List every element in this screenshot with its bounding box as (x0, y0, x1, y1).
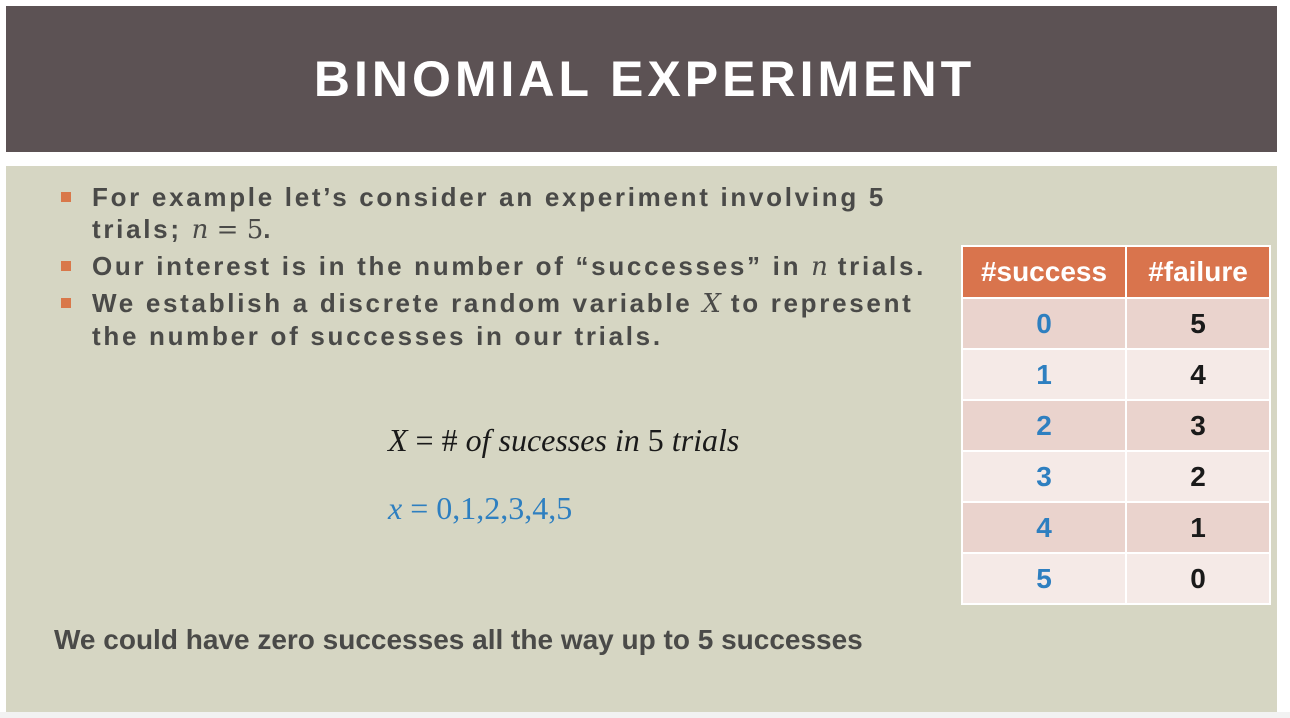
success-cell: 1 (961, 348, 1127, 401)
square-bullet-icon (61, 261, 71, 271)
table-row: 0 5 (961, 297, 1271, 350)
square-bullet-icon (61, 298, 71, 308)
bullet-2-text-end: trials. (827, 251, 927, 281)
success-cell: 2 (961, 399, 1127, 452)
success-cell: 5 (961, 552, 1127, 605)
column-header-success: #success (961, 245, 1127, 299)
random-variable-equation: X = # of sucesses in 5 trials (388, 422, 739, 459)
bullet-3-text: We establish a discrete random variable (92, 288, 703, 318)
equation-equals: = # (407, 422, 466, 458)
failure-cell: 2 (1125, 450, 1271, 503)
bullet-3-text-end: to represent the number of successes in … (92, 288, 914, 351)
success-cell: 3 (961, 450, 1127, 503)
title-bar: BINOMIAL EXPERIMENT (6, 6, 1277, 152)
equation-middle: sucesses in (490, 422, 648, 458)
failure-cell: 1 (1125, 501, 1271, 554)
table-header-row: #success #failure (961, 245, 1271, 299)
slide-title: BINOMIAL EXPERIMENT (313, 51, 976, 107)
values-list: = 0,1,2,3,4,5 (402, 490, 573, 526)
equation-of: of (465, 422, 491, 458)
bullet-1-math-rest: = 5 (208, 215, 264, 245)
bullet-1-text-end: . (263, 214, 274, 244)
equation-variable: X (388, 422, 408, 458)
success-cell: 0 (961, 297, 1127, 350)
bullet-1-text: For example let’s consider an experiment… (92, 182, 886, 244)
success-cell: 4 (961, 501, 1127, 554)
bottom-edge (0, 712, 1290, 718)
square-bullet-icon (61, 192, 71, 202)
values-equation: x = 0,1,2,3,4,5 (388, 490, 572, 527)
success-failure-table: #success #failure 0 5 1 4 2 3 3 2 4 (961, 245, 1271, 605)
table-row: 3 2 (961, 450, 1271, 503)
failure-cell: 0 (1125, 552, 1271, 605)
bullet-item-2: Our interest is in the number of “succes… (55, 250, 935, 283)
bullet-2-text: Our interest is in the number of “succes… (92, 251, 812, 281)
bullet-list: For example let’s consider an experiment… (55, 181, 935, 356)
table-row: 4 1 (961, 501, 1271, 554)
bullet-item-3: We establish a discrete random variable … (55, 287, 935, 352)
summary-note: We could have zero successes all the way… (54, 624, 863, 655)
table-row: 5 0 (961, 552, 1271, 605)
bullet-1-math-var: n (191, 215, 209, 245)
values-variable: x (388, 490, 403, 526)
equation-trials: trials (663, 422, 740, 458)
failure-cell: 3 (1125, 399, 1271, 452)
bullet-item-1: For example let’s consider an experiment… (55, 181, 935, 246)
bullet-2-math-var: n (811, 252, 828, 282)
table-row: 2 3 (961, 399, 1271, 452)
failure-cell: 5 (1125, 297, 1271, 350)
table-row: 1 4 (961, 348, 1271, 401)
bullet-3-math-var: X (702, 289, 721, 319)
equation-five: 5 (647, 422, 664, 458)
failure-cell: 4 (1125, 348, 1271, 401)
column-header-failure: #failure (1125, 245, 1271, 299)
